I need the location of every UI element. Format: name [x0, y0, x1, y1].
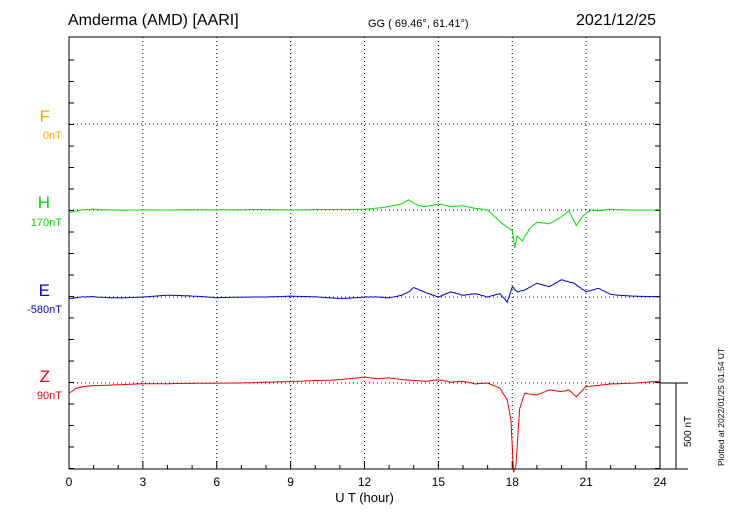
x-tick-label: 18 [506, 475, 520, 489]
x-tick-label: 15 [432, 475, 446, 489]
component-h-baseline: 170nT [30, 217, 62, 229]
plotted-timestamp: Plotted at 2022/01/25 01:54 UT [716, 347, 726, 466]
plot-date: 2021/12/25 [576, 12, 657, 29]
x-tick-label: 12 [358, 475, 372, 489]
x-tick-label: 0 [66, 475, 73, 489]
x-tick-label: 21 [579, 475, 593, 489]
component-h-label: H [37, 193, 50, 212]
x-axis-label: U T (hour) [335, 490, 394, 505]
component-z-label: Z [39, 367, 50, 386]
series-line-z [68, 376, 661, 473]
component-e-label: E [38, 281, 50, 300]
series-line-e [68, 279, 661, 304]
x-tick-label: 9 [287, 475, 294, 489]
station-coordinates: GG ( 69.46°, 61.41°) [368, 18, 469, 30]
component-e-baseline: -580nT [27, 304, 62, 316]
component-f-label: F [39, 107, 50, 126]
component-z-baseline: 90nT [36, 390, 62, 402]
x-tick-label: 24 [653, 475, 667, 489]
scale-bar-label: 500 nT [683, 415, 694, 447]
x-tick-label: 6 [213, 475, 220, 489]
station-title: Amderma (AMD) [AARI] [68, 12, 239, 29]
series-line-h [68, 199, 661, 248]
component-f-baseline: 0nT [43, 130, 62, 142]
x-tick-label: 3 [140, 475, 147, 489]
